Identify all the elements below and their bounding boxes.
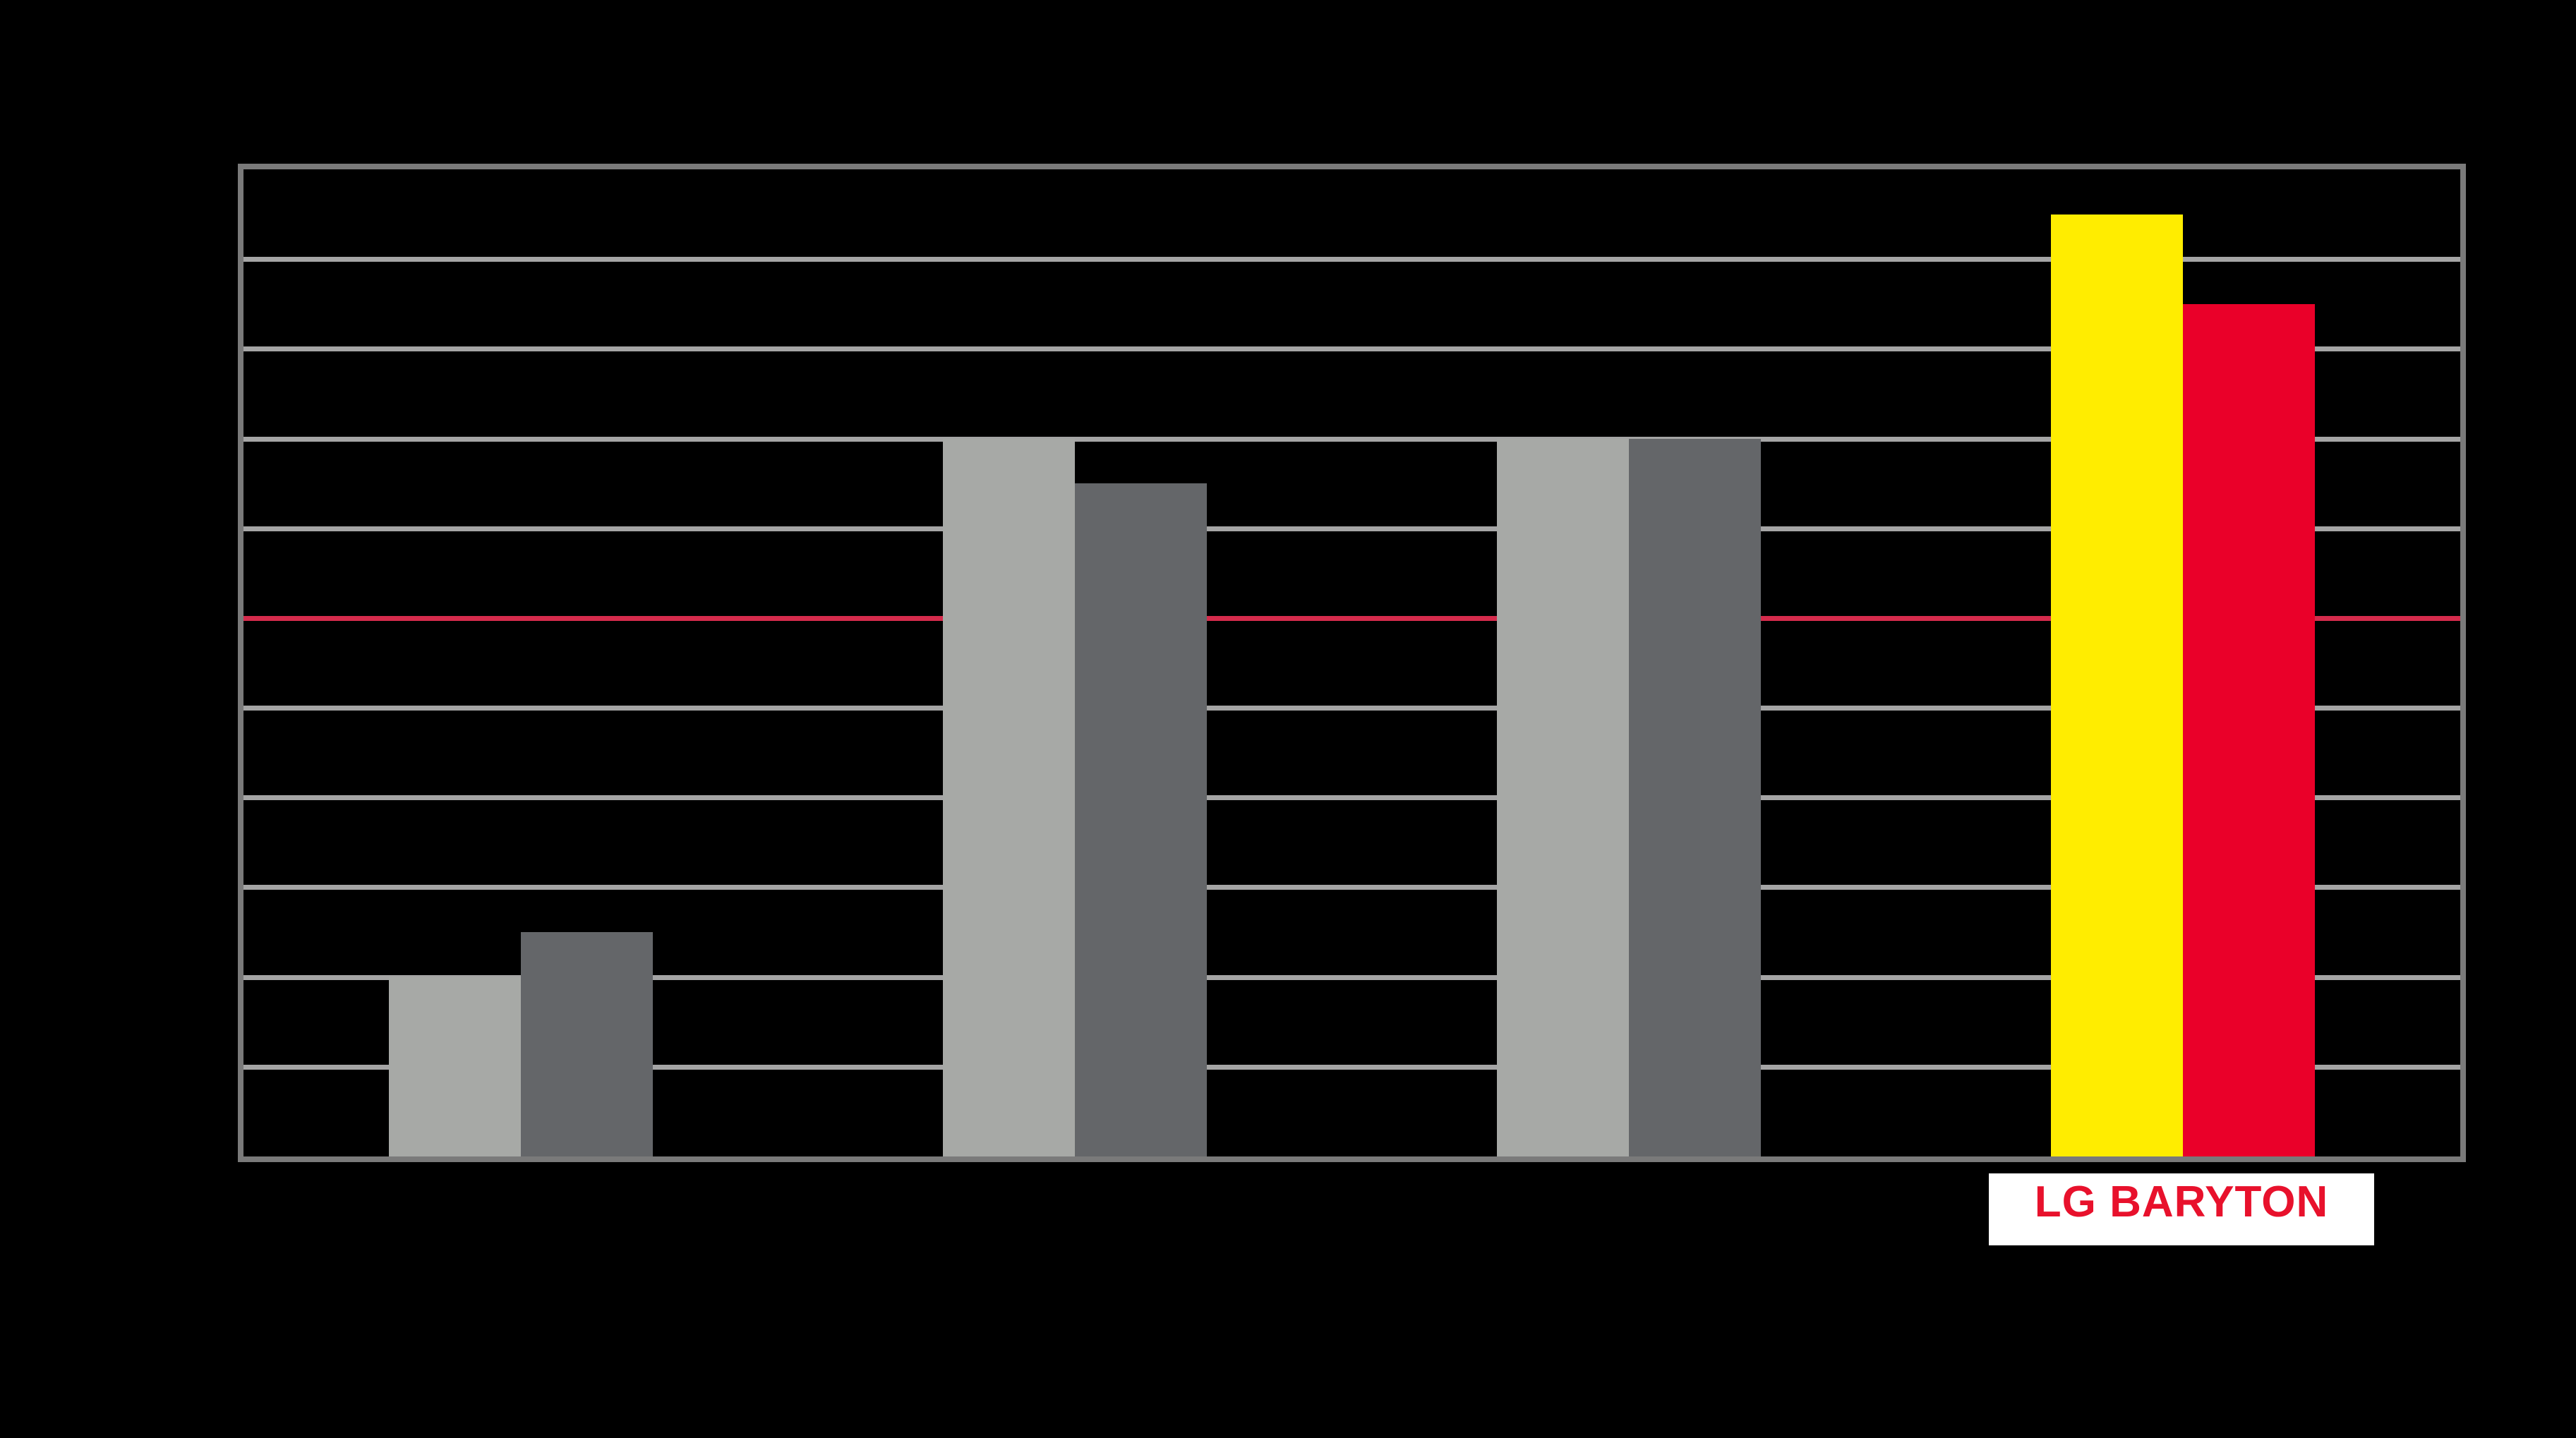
plot-area <box>238 164 2466 1162</box>
gridline <box>243 885 2460 890</box>
reference-line <box>243 615 2460 621</box>
bar-group2-left-bar-series <box>942 439 1075 1156</box>
gridline <box>243 706 2460 711</box>
bar-group3-right-bar-series <box>1629 439 1762 1156</box>
gridline <box>243 974 2460 980</box>
bar-group2-right-bar-series <box>1074 483 1207 1156</box>
gridline <box>243 257 2460 262</box>
gridline <box>243 1064 2460 1070</box>
gridline <box>243 526 2460 531</box>
gridline <box>243 346 2460 352</box>
bar-group1-right-bar-series <box>520 932 653 1156</box>
highlight-label-box: LG BARYTON <box>1989 1173 2374 1245</box>
gridline <box>243 795 2460 801</box>
bar-group4-right-bar-series <box>2183 304 2316 1156</box>
bar-group4-left-bar-series <box>2051 215 2184 1156</box>
highlight-label-text: LG BARYTON <box>2034 1178 2329 1226</box>
bar-group1-left-bar-series <box>388 977 521 1156</box>
bar-group3-left-bar-series <box>1497 439 1630 1156</box>
gridline <box>243 436 2460 442</box>
